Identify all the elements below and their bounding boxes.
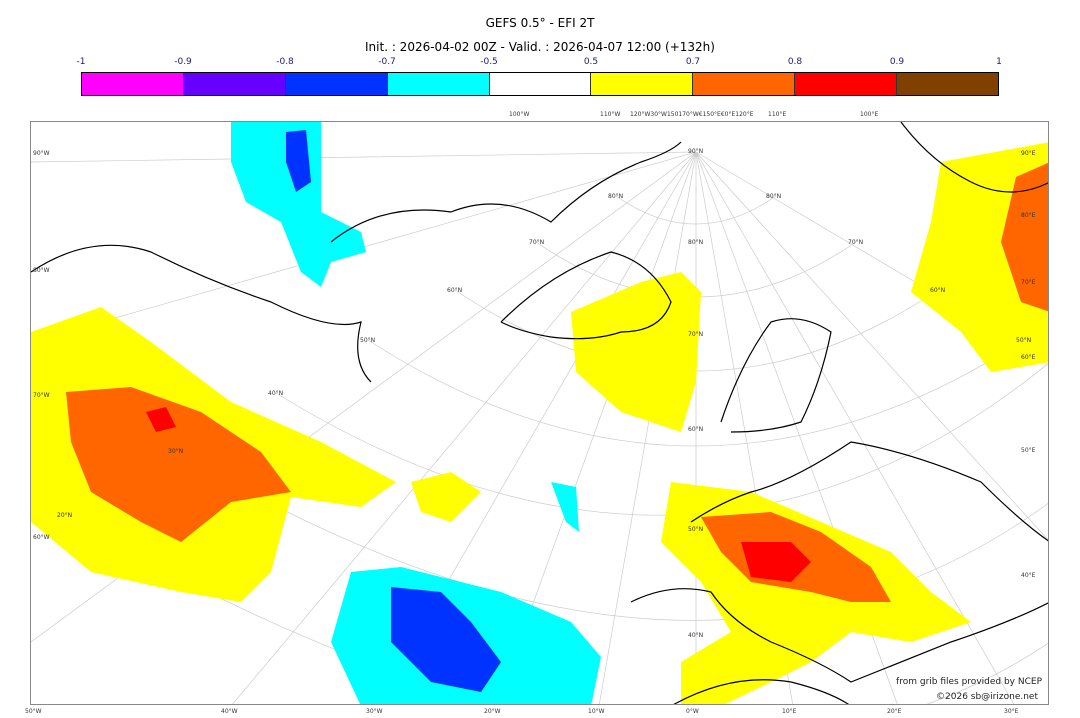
axis-label: 30°N: [168, 448, 184, 455]
map-title: GEFS 0.5° - EFI 2T: [485, 16, 595, 30]
colorbar-tick: 0.9: [889, 57, 905, 67]
axis-label-top: 110°E: [768, 111, 787, 118]
colorbar-tick: -1: [76, 57, 86, 67]
map-canvas: [31, 122, 1048, 704]
cyan-area-small: [551, 482, 579, 532]
axis-label-top: 100°E: [860, 111, 879, 118]
axis-label-bottom: 20°E: [887, 708, 902, 715]
colorbar-tick: 0.8: [787, 57, 803, 67]
axis-label: 80°E: [1021, 212, 1036, 219]
axis-label-bottom: 10°W: [588, 708, 605, 715]
cyan-area-canada: [231, 122, 366, 287]
coastlines: [31, 122, 1048, 704]
credit-source: from grib files provided by NCEP: [896, 677, 1042, 687]
colorbar-segment: [591, 73, 694, 95]
axis-label: 50°N: [360, 337, 376, 344]
colorbar-segment: [897, 73, 999, 95]
axis-label: 60°E: [1021, 354, 1036, 361]
map-panel[interactable]: 90°W 80°W 70°W 60°W 90°E 80°E 70°E 60°E 50°E 40°E…: [30, 121, 1049, 705]
colorbar-tick: -0.9: [174, 57, 192, 67]
axis-label: 90°N: [688, 148, 704, 155]
credit-copyright: ©2026 sb@irizone.net: [936, 692, 1038, 702]
colorbar-tick: -0.8: [276, 57, 294, 67]
axis-label-bottom: 50°W: [25, 708, 42, 715]
colorbar-segment: [285, 73, 388, 95]
axis-label: 20°N: [57, 512, 73, 519]
colorbar-segment: [489, 73, 592, 95]
axis-label: 60°N: [447, 287, 463, 294]
axis-label-bottom: 30°E: [1004, 708, 1019, 715]
colorbar-segment: [693, 73, 796, 95]
axis-label: 60°N: [688, 426, 704, 433]
axis-label-top: 110°W: [600, 111, 621, 118]
yellow-area-mid: [411, 472, 481, 522]
axis-label-bottom: 40°W: [221, 708, 238, 715]
colorbar-segment: [387, 73, 490, 95]
axis-label: 70°N: [848, 239, 864, 246]
axis-label: 80°N: [766, 193, 782, 200]
orange-area-west: [66, 387, 291, 542]
axis-label: 80°N: [608, 193, 624, 200]
axis-label-bottom: 0°W: [686, 708, 699, 715]
axis-label: 50°E: [1021, 447, 1036, 454]
axis-label: 50°N: [1016, 337, 1032, 344]
axis-label: 70°E: [1021, 279, 1036, 286]
axis-label: 40°N: [688, 632, 704, 639]
colorbar-tick: 0.7: [685, 57, 701, 67]
colorbar-segment: [183, 73, 286, 95]
yellow-area-europe: [661, 482, 971, 704]
colorbar-tick: 1: [996, 57, 1002, 67]
colorbar-segment: [795, 73, 898, 95]
axis-label: 80°N: [688, 239, 704, 246]
axis-label: 90°E: [1021, 150, 1036, 157]
axis-label-bottom: 20°W: [484, 708, 501, 715]
axis-label: 60°W: [33, 534, 50, 541]
axis-label: 40°N: [268, 390, 284, 397]
orange-area-east: [1001, 162, 1048, 312]
axis-label-top: 120°W30°W150170°W€150°E€0°E120°E: [630, 111, 754, 118]
colorbar-tick: -0.7: [378, 57, 396, 67]
axis-label-top: 100°W: [509, 111, 530, 118]
axis-label: 80°W: [33, 267, 50, 274]
axis-label: 70°W: [33, 392, 50, 399]
blue-area-canada: [286, 130, 311, 192]
axis-label: 70°N: [688, 331, 704, 338]
axis-label: 40°E: [1021, 572, 1036, 579]
red-area-europe: [741, 542, 811, 582]
colorbar-segment: [82, 73, 184, 95]
axis-label: 90°W: [33, 150, 50, 157]
colorbar-tick: -0.5: [480, 57, 498, 67]
map-subtitle: Init. : 2026-04-02 00Z - Valid. : 2026-0…: [365, 40, 715, 54]
red-area-west: [146, 407, 176, 432]
blue-area-atlantic: [391, 587, 501, 692]
yellow-area-greenland: [571, 272, 701, 432]
axis-label: 70°N: [529, 239, 545, 246]
axis-label-bottom: 10°E: [782, 708, 797, 715]
axis-label-bottom: 30°W: [366, 708, 383, 715]
colorbar: [81, 72, 999, 96]
efi-fields: [31, 122, 1048, 704]
graticule: [31, 151, 1048, 704]
axis-label: 50°N: [688, 526, 704, 533]
colorbar-tick: 0.5: [583, 57, 599, 67]
axis-label: 60°N: [930, 287, 946, 294]
